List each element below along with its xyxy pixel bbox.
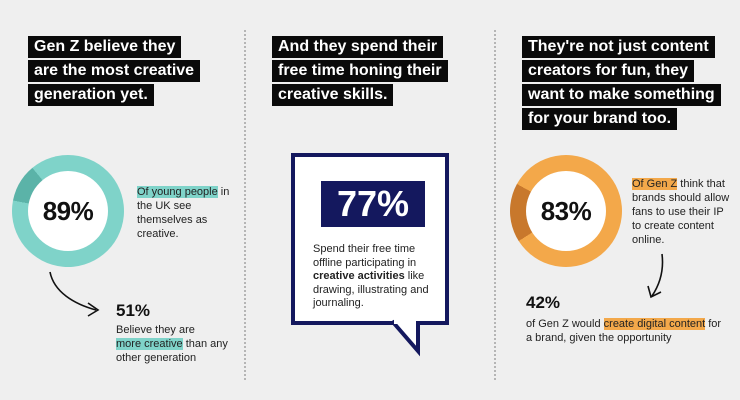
- col2-text-bold: creative activities: [313, 270, 405, 282]
- col1-headline-line: are the most creative: [28, 60, 201, 82]
- col1-stat-rest: in the UK see themselves as creative.: [137, 186, 230, 240]
- col2-text-after: like drawing, illustrating and journalin…: [313, 270, 429, 309]
- col3-headline: They're not just content creators for fu…: [522, 36, 721, 130]
- col3-donut-value: 83%: [540, 195, 592, 226]
- col3-arrow-icon: [647, 253, 664, 299]
- speech-bubble-tail-icon: [390, 319, 420, 357]
- col2-stat-text: Spend their free time offline participat…: [313, 243, 443, 311]
- col1-donut-chart: 89%: [0, 132, 147, 290]
- col2-headline-line: free time honing their: [272, 60, 448, 82]
- col2-headline: And they spend their free time honing th…: [272, 36, 448, 106]
- col1-secondary-rest: than any other generation: [116, 338, 228, 364]
- col2-text-before: Spend their free time offline participat…: [313, 243, 417, 269]
- col1-headline: Gen Z believe they are the most creative…: [28, 36, 201, 106]
- col1-headline-line: generation yet.: [28, 84, 154, 106]
- col1-headline-line: Gen Z believe they: [28, 36, 182, 58]
- column-divider-2: [494, 30, 496, 380]
- col3-secondary-highlight: create digital content: [603, 318, 706, 330]
- col3-headline-line: want to make something: [522, 84, 721, 106]
- col1-stat-text: Of young people in the UK see themselves…: [137, 185, 237, 241]
- col3-headline-line: creators for fun, they: [522, 60, 695, 82]
- col3-headline-line: for your brand too.: [522, 108, 678, 130]
- col3-stat-rest: think that brands should allow fans to u…: [632, 178, 730, 246]
- col1-donut-value: 89%: [42, 195, 94, 226]
- column-divider-1: [244, 30, 246, 380]
- col2-headline-line: And they spend their: [272, 36, 444, 58]
- col2-stat-box: 77%: [321, 181, 425, 227]
- col3-headline-line: They're not just content: [522, 36, 715, 58]
- col3-stat-text: Of Gen Z think that brands should allow …: [632, 177, 732, 247]
- col2-speech-bubble: 77% Spend their free time offline partic…: [291, 153, 449, 325]
- col1-arrow-icon: [49, 271, 100, 317]
- col1-donut-hole: 89%: [28, 171, 108, 251]
- col2-headline-line: creative skills.: [272, 84, 394, 106]
- col1-secondary-line1: Believe they are: [116, 324, 195, 336]
- col1-secondary-value: 51%: [116, 301, 151, 320]
- col1-stat-highlight: Of young people: [137, 186, 218, 198]
- col1-secondary-text: Believe they are more creative than any …: [116, 323, 228, 365]
- col3-donut-chart: 83%: [489, 134, 643, 288]
- col1-secondary-highlight: more creative: [116, 338, 183, 350]
- col3-secondary-before: of Gen Z would: [526, 318, 604, 330]
- col3-secondary-value: 42%: [526, 293, 561, 312]
- col3-secondary-text: of Gen Z would create digital content fo…: [526, 317, 726, 345]
- col3-secondary-after: for a brand, given the opportunity: [526, 318, 722, 344]
- col3-donut-hole: 83%: [526, 171, 606, 251]
- col3-stat-highlight: Of Gen Z: [632, 178, 678, 190]
